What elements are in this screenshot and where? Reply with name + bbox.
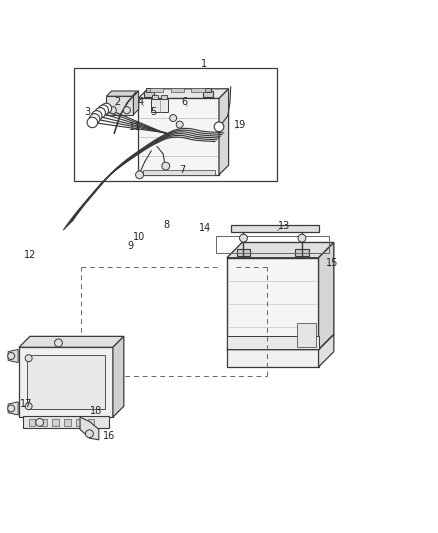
Text: 1: 1 [201,59,207,69]
Circle shape [162,162,170,170]
Text: 5: 5 [150,107,157,117]
Circle shape [25,354,32,362]
Polygon shape [219,89,229,175]
Text: 17: 17 [20,399,32,409]
Text: 2: 2 [115,97,121,107]
Bar [88,419,94,426]
Polygon shape [113,336,124,417]
Polygon shape [8,350,18,362]
Circle shape [95,108,106,118]
Bar [216,236,329,253]
Bar [143,169,215,175]
Bar [23,416,109,428]
Bar [150,88,162,92]
Bar [152,95,158,99]
Circle shape [36,418,44,426]
Circle shape [8,405,14,412]
Bar [28,419,35,426]
Bar [64,419,71,426]
Text: 14: 14 [199,223,211,233]
Circle shape [240,234,247,242]
Text: 12: 12 [24,250,36,260]
Circle shape [87,117,98,128]
Bar [161,95,167,99]
Text: 11: 11 [129,122,141,132]
Text: 19: 19 [234,119,246,130]
Text: 7: 7 [179,165,185,175]
Bar [231,225,318,231]
Polygon shape [80,417,99,440]
Circle shape [124,107,131,114]
Polygon shape [138,89,229,99]
Bar [106,96,134,115]
Bar [205,88,211,92]
Bar [27,355,105,409]
Circle shape [110,107,117,114]
Text: 9: 9 [128,240,134,251]
Text: 3: 3 [84,107,90,117]
Circle shape [85,430,93,438]
Polygon shape [318,243,334,350]
Bar [227,258,318,350]
Bar [237,249,250,256]
Text: 15: 15 [326,258,339,268]
Polygon shape [19,336,124,348]
Bar [52,419,59,426]
Polygon shape [227,243,334,258]
Circle shape [8,352,14,359]
Text: 13: 13 [278,221,290,231]
Bar [227,336,318,350]
Circle shape [92,111,102,121]
Bar [138,99,219,175]
Text: 8: 8 [163,220,170,230]
Text: 6: 6 [181,97,187,107]
Text: 10: 10 [134,232,146,242]
Bar [144,91,154,97]
Bar [40,419,47,426]
Polygon shape [134,91,139,115]
Polygon shape [8,402,18,415]
Bar [74,68,277,181]
Circle shape [136,171,144,179]
Bar [170,88,184,92]
Circle shape [89,114,100,124]
Bar [191,88,205,92]
Circle shape [54,339,62,347]
Bar [19,348,113,417]
Circle shape [298,234,306,242]
Text: 18: 18 [90,407,102,416]
Text: 16: 16 [103,431,115,441]
Bar [295,249,308,256]
Bar [297,323,316,348]
Text: 4: 4 [138,97,144,107]
Bar [203,91,213,97]
Bar [76,419,82,426]
Circle shape [176,121,183,128]
Bar [151,99,168,111]
Polygon shape [106,91,139,96]
Bar [146,88,152,92]
Circle shape [25,403,32,410]
Polygon shape [227,334,334,350]
Circle shape [214,122,224,132]
Circle shape [101,103,112,114]
Bar [227,350,318,367]
Circle shape [170,115,177,122]
Circle shape [98,105,109,116]
Polygon shape [318,334,334,367]
